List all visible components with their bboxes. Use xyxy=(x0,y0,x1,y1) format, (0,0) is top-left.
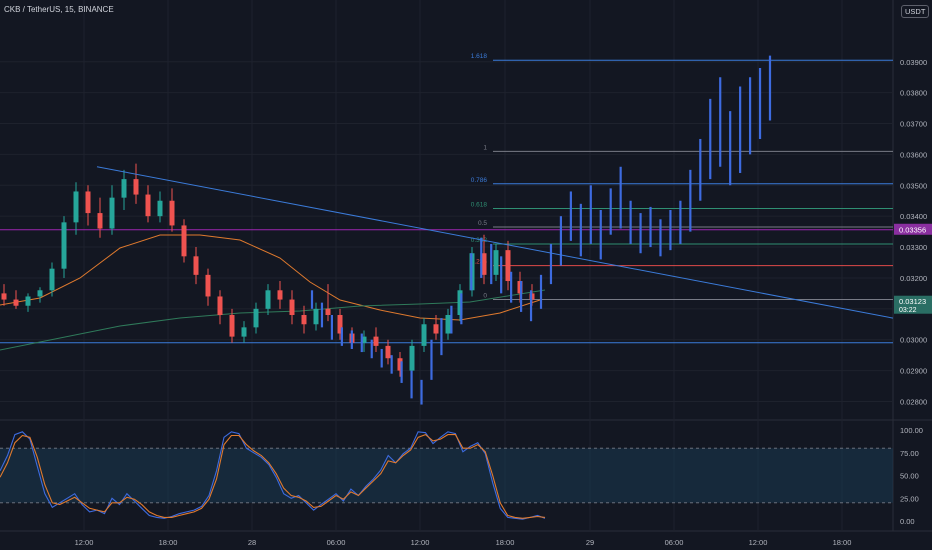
stochastic-axis: 100.00 75.00 50.00 25.00 0.00 xyxy=(900,426,923,526)
fib-level-label: 0.5 xyxy=(478,220,487,227)
candle-body xyxy=(397,358,403,371)
candle-body xyxy=(325,308,331,315)
time-tick-label: 12:00 xyxy=(75,538,94,547)
ma-green-line xyxy=(0,289,546,351)
candle-body xyxy=(253,308,259,328)
candlestick-series xyxy=(1,163,535,377)
candle-body xyxy=(301,315,307,325)
price-tick-label: 0.03300 xyxy=(900,243,927,252)
candle-body xyxy=(133,179,139,195)
trendline[interactable] xyxy=(96,166,894,319)
candle-body xyxy=(385,345,391,359)
price-tag-countdown: 03:22 xyxy=(899,307,917,314)
price-tag-box xyxy=(894,223,932,235)
price-tick-label: 0.03200 xyxy=(900,274,927,283)
candle-body xyxy=(433,324,439,334)
symbol-title[interactable]: CKB / TetherUS, 15, BINANCE xyxy=(4,5,114,14)
time-tick-label: 28 xyxy=(248,538,256,547)
time-axis[interactable]: 12:00 18:00 28 06:00 12:00 18:00 29 06:00 12:00 1… xyxy=(75,538,852,547)
candle-body xyxy=(313,308,319,325)
horizontal-levels[interactable] xyxy=(0,229,893,344)
candle-body xyxy=(277,290,283,300)
candle-body xyxy=(193,256,199,275)
price-tick-label: 0.03900 xyxy=(900,58,927,67)
candle-body xyxy=(265,290,271,309)
candle-body xyxy=(421,324,427,346)
candle-body xyxy=(49,268,55,291)
candle-body xyxy=(457,290,463,315)
candle-body xyxy=(181,225,187,257)
fib-level-label: 0.786 xyxy=(471,177,488,184)
currency-badge[interactable]: USDT xyxy=(901,5,930,18)
price-tag-value: 0.03356 xyxy=(899,225,926,234)
candle-body xyxy=(109,197,115,229)
price-tag-box xyxy=(894,295,932,314)
time-tick-label: 06:00 xyxy=(665,538,684,547)
fib-level-label: 0.236 xyxy=(471,259,488,266)
candle-body xyxy=(481,253,487,275)
candle-body xyxy=(73,191,79,223)
candle-body xyxy=(61,222,67,269)
stoch-orange-line xyxy=(0,433,546,519)
candle-body xyxy=(25,296,31,306)
candle-body xyxy=(505,250,511,282)
stoch-tick-label: 100.00 xyxy=(900,426,923,435)
fib-retracement[interactable]: 1.618 1 0.786 0.618 0.5 0.382 0.236 0 xyxy=(471,53,893,301)
candle-body xyxy=(157,200,163,217)
candle-body xyxy=(361,336,367,343)
projection-series xyxy=(310,55,772,405)
price-tick-label: 0.03800 xyxy=(900,89,927,98)
time-tick-label: 18:00 xyxy=(833,538,852,547)
candle-body xyxy=(169,200,175,226)
time-tick-label: 18:00 xyxy=(159,538,178,547)
candle-body xyxy=(85,191,91,214)
time-tick-label: 12:00 xyxy=(749,538,768,547)
fib-level-label: 1 xyxy=(483,144,487,151)
candle-body xyxy=(145,194,151,217)
candle-body xyxy=(337,315,343,334)
fib-level-label: 1.618 xyxy=(471,53,488,60)
candle-body xyxy=(97,213,103,229)
fib-level-label: 0.618 xyxy=(471,201,488,208)
candle-body xyxy=(409,345,415,371)
candle-body xyxy=(37,290,43,297)
candle-body xyxy=(241,327,247,337)
candle-body xyxy=(13,299,19,306)
candle-body xyxy=(373,336,379,346)
price-tick-label: 0.03600 xyxy=(900,150,927,159)
price-tag-value: 0.03123 xyxy=(899,297,926,306)
time-tick-label: 29 xyxy=(586,538,594,547)
candle-body xyxy=(217,296,223,315)
stoch-blue-line xyxy=(0,431,546,520)
moving-averages xyxy=(0,234,546,351)
stoch-tick-label: 75.00 xyxy=(900,449,919,458)
price-tick-label: 0.03400 xyxy=(900,212,927,221)
trendline-line xyxy=(96,166,894,319)
price-tick-label: 0.03700 xyxy=(900,120,927,129)
candle-body xyxy=(493,250,499,275)
price-tick-label: 0.03000 xyxy=(900,336,927,345)
time-tick-label: 18:00 xyxy=(496,538,515,547)
stoch-band xyxy=(0,448,893,503)
candle-body xyxy=(1,293,7,300)
fib-level-label: 0 xyxy=(483,293,487,300)
stoch-tick-label: 25.00 xyxy=(900,494,919,503)
price-tick-label: 0.02800 xyxy=(900,397,927,406)
stoch-tick-label: 50.00 xyxy=(900,472,919,481)
stoch-tick-label: 0.00 xyxy=(900,517,915,526)
candle-body xyxy=(445,315,451,334)
time-tick-label: 12:00 xyxy=(411,538,430,547)
candle-body xyxy=(121,179,127,198)
fib-level-label: 0.382 xyxy=(471,237,488,244)
candle-body xyxy=(229,315,235,337)
price-tick-label: 0.02900 xyxy=(900,367,927,376)
candle-body xyxy=(289,299,295,315)
candle-body xyxy=(205,274,211,297)
time-tick-label: 06:00 xyxy=(327,538,346,547)
price-tick-label: 0.03500 xyxy=(900,181,927,190)
stochastic-pane xyxy=(0,431,893,520)
